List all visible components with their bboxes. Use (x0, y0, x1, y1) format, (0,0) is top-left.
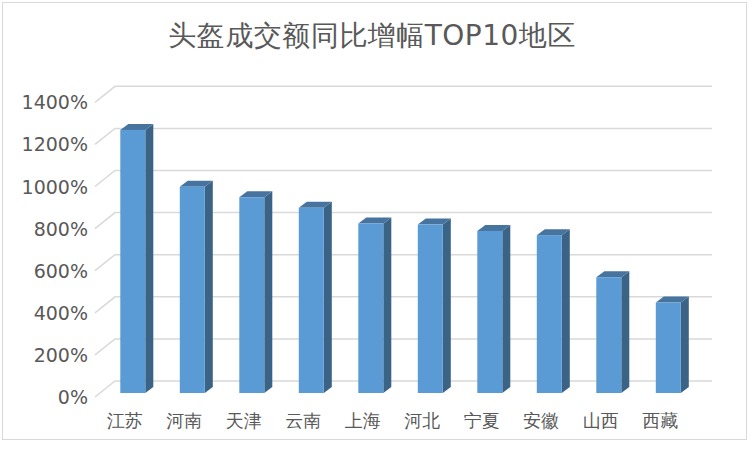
x-axis-category-label: 江苏 (107, 410, 143, 431)
x-axis-category-label: 云南 (285, 410, 321, 431)
y-axis-tick-label: 400% (34, 302, 88, 324)
bar (180, 187, 205, 393)
gridline (95, 128, 712, 144)
bar-side-face (264, 191, 272, 393)
y-axis-tick-label: 1000% (22, 176, 88, 198)
bar-side-face (443, 219, 451, 393)
x-axis-category-label: 西藏 (642, 410, 678, 431)
bar-side-face (145, 124, 153, 393)
bar-side-face (681, 296, 689, 393)
x-axis-category-label: 河北 (404, 410, 440, 431)
x-axis-category-label: 上海 (345, 410, 381, 431)
y-axis-tick-label: 800% (34, 218, 88, 240)
y-axis-tick-label: 1400% (22, 91, 88, 113)
x-axis-category-label: 安徽 (523, 410, 559, 431)
bar (537, 235, 562, 393)
x-axis-category-label: 宁夏 (464, 410, 500, 431)
y-axis-tick-label: 0% (58, 386, 88, 408)
gridline (95, 86, 712, 102)
x-axis-category-label: 山西 (583, 410, 619, 431)
bar-side-face (324, 202, 332, 393)
y-axis-tick-label: 1200% (22, 133, 88, 155)
bar (299, 208, 324, 393)
bar-side-face (383, 218, 391, 393)
x-axis-category-label: 天津 (226, 410, 262, 431)
bar-side-face (621, 271, 629, 393)
bar (239, 197, 264, 393)
bar (418, 225, 443, 393)
y-axis-tick-label: 200% (34, 344, 88, 366)
bar-side-face (502, 225, 510, 393)
bar (477, 231, 502, 393)
x-axis-category-label: 河南 (166, 410, 202, 431)
bar-side-face (562, 229, 570, 393)
bar (656, 302, 681, 393)
bar-side-face (205, 181, 213, 393)
chart-canvas: 0% 200% 400% 600% 800% 1000% 1200% 1400% 江苏 河南 天津 云… (0, 0, 752, 452)
bar (120, 130, 145, 393)
bar (596, 277, 621, 393)
bar (358, 224, 383, 393)
y-axis-tick-label: 600% (34, 260, 88, 282)
